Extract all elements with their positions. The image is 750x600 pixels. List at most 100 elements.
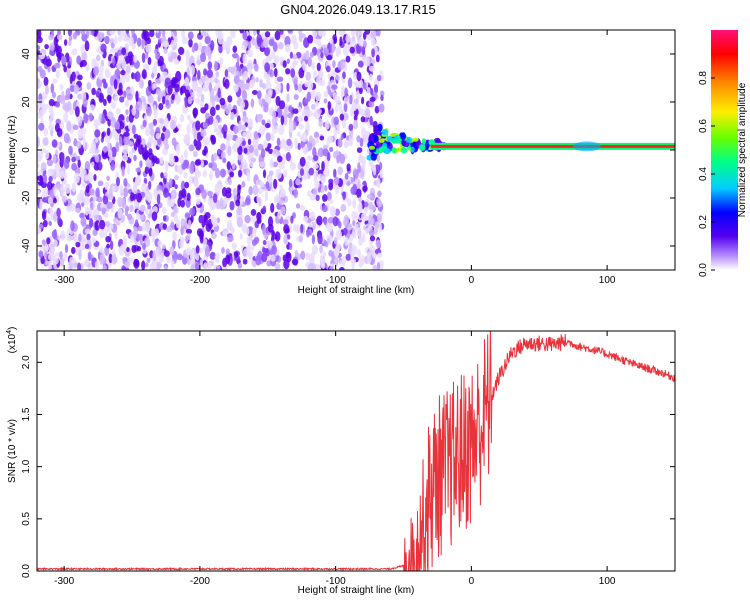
colorbar-label: Normalized spectral amplitude: [737, 82, 748, 217]
heatmap-cell: [268, 38, 275, 47]
heatmap-cell: [255, 254, 262, 266]
heatmap-cell: [119, 96, 125, 103]
heatmap-cell: [279, 30, 284, 35]
heatmap-cell: [300, 250, 306, 260]
heatmap-cell: [316, 215, 323, 226]
heatmap-cell: [288, 123, 294, 133]
heatmap-cell: [112, 57, 116, 66]
heatmap-cell: [405, 136, 413, 143]
heatmap-cell: [37, 36, 43, 44]
heatmap-cell: [301, 109, 308, 118]
heatmap-cell: [340, 203, 347, 213]
heatmap-cell: [337, 166, 343, 176]
heatmap-cell: [204, 211, 211, 219]
heatmap-cell: [216, 179, 223, 190]
heatmap-cell: [117, 30, 121, 36]
heatmap-cell: [156, 184, 162, 192]
heatmap-cell: [144, 151, 148, 162]
heatmap-cell: [53, 184, 57, 196]
heatmap-cell: [237, 154, 244, 161]
heatmap-cell: [313, 155, 319, 162]
heatmap-cell: [139, 79, 145, 89]
heatmap-cell: [210, 40, 215, 51]
heatmap-cell: [86, 233, 91, 241]
heatmap-cell: [343, 141, 348, 148]
heatmap-cell: [256, 90, 262, 100]
heatmap-cell: [226, 212, 233, 218]
heatmap-cell: [66, 68, 71, 79]
spectrogram-heatmap: [37, 30, 675, 270]
heatmap-cell: [215, 104, 221, 111]
heatmap-cell: [114, 132, 120, 142]
heatmap-cell: [267, 223, 274, 233]
heatmap-cell: [342, 191, 346, 200]
heatmap-cell: [156, 248, 160, 258]
heatmap-cell: [319, 245, 323, 254]
heatmap-cell: [322, 144, 328, 150]
heatmap-cell: [201, 189, 207, 200]
heatmap-cell: [371, 58, 376, 65]
heatmap-cell: [64, 183, 71, 194]
heatmap-cell: [311, 244, 319, 255]
heatmap-cell: [372, 264, 378, 270]
heatmap-cell: [111, 146, 117, 158]
heatmap-cell: [369, 115, 373, 126]
heatmap-cell: [268, 170, 274, 176]
heatmap-cell: [61, 195, 67, 203]
heatmap-cell: [262, 169, 267, 179]
heatmap-cell: [250, 209, 257, 216]
heatmap-cell: [125, 65, 131, 75]
heatmap-cell: [286, 93, 290, 103]
heatmap-cell: [147, 79, 152, 86]
heatmap-cell: [360, 96, 365, 105]
heatmap-cell: [71, 182, 77, 193]
heatmap-cell: [410, 146, 415, 153]
heatmap-cell: [259, 78, 263, 88]
heatmap-cell: [258, 99, 263, 106]
heatmap-cell: [377, 123, 383, 132]
heatmap-cell: [128, 36, 134, 47]
heatmap-cell: [47, 66, 51, 73]
heatmap-cell: [328, 182, 334, 191]
heatmap-cell: [172, 231, 178, 241]
heatmap-cell: [228, 178, 232, 186]
heatmap-cell: [49, 50, 55, 56]
heatmap-cell: [56, 34, 63, 41]
heatmap-cell: [246, 172, 251, 183]
heatmap-cell: [193, 176, 198, 185]
heatmap-cell: [39, 244, 45, 250]
heatmap-cell: [137, 225, 144, 232]
heatmap-cell: [368, 201, 374, 210]
heatmap-cell: [245, 227, 250, 236]
heatmap-cell: [57, 53, 61, 63]
heatmap-cell: [191, 45, 196, 53]
heatmap-cell: [193, 131, 198, 140]
heatmap-cell: [126, 115, 130, 123]
heatmap-cell: [49, 110, 55, 120]
heatmap-cell: [45, 58, 52, 67]
heatmap-cell: [49, 207, 54, 217]
heatmap-cell: [60, 230, 66, 241]
heatmap-cell: [186, 123, 191, 135]
heatmap-cell: [107, 149, 113, 158]
heatmap-cell: [361, 46, 366, 56]
heatmap-cell: [81, 51, 88, 62]
heatmap-cell: [138, 233, 144, 240]
heatmap-cell: [320, 257, 325, 264]
heatmap-cell: [230, 111, 235, 121]
heatmap-cell: [95, 90, 100, 98]
heatmap-cell: [226, 36, 233, 46]
heatmap-cell: [187, 31, 194, 40]
heatmap-cell: [180, 224, 184, 236]
spectrogram-x-ticks: -300 -200 -100 0 100: [54, 30, 616, 286]
heatmap-cell: [265, 132, 271, 142]
heatmap-cell: [124, 72, 131, 83]
heatmap-cell: [333, 236, 338, 245]
heatmap-cell: [227, 130, 234, 141]
heatmap-cell: [73, 84, 80, 95]
heatmap-cell: [148, 148, 153, 156]
heatmap-cell: [313, 131, 320, 139]
heatmap-cell: [183, 133, 190, 145]
heatmap-cell: [80, 30, 86, 36]
heatmap-cell: [93, 66, 99, 76]
